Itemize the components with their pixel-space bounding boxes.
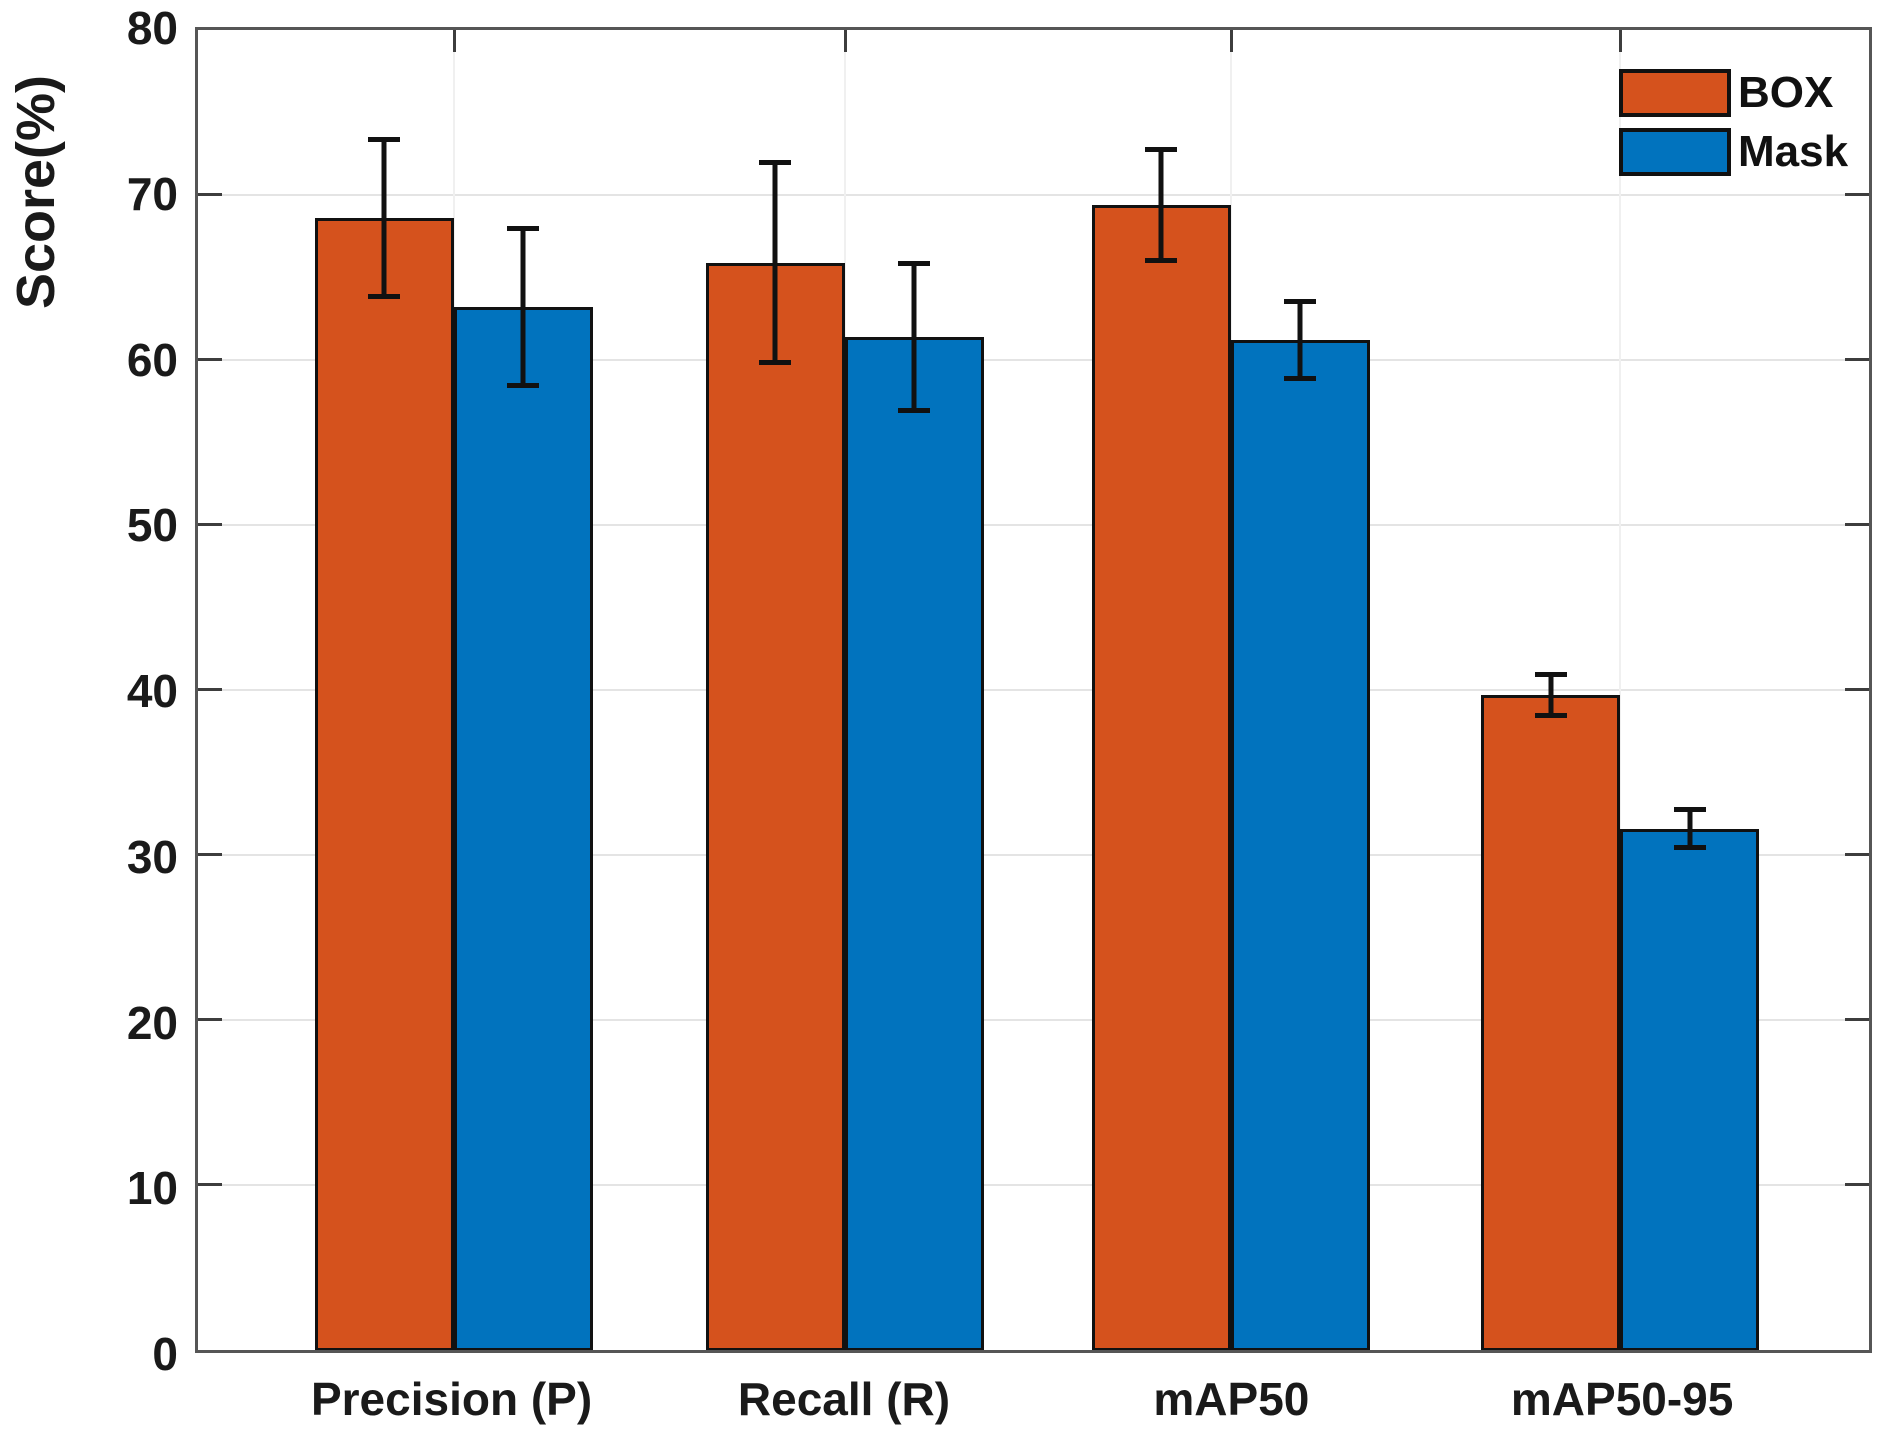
error-bar-line	[1687, 807, 1693, 851]
y-tick-mark-right	[1845, 1018, 1869, 1021]
x-tick-mark-top	[843, 30, 847, 52]
y-tick-mark-right	[1845, 523, 1869, 526]
x-gridline	[1619, 30, 1622, 1350]
error-bar-line	[381, 137, 387, 299]
bar-slot	[314, 30, 454, 1350]
x-tick-mark-top	[1229, 30, 1233, 52]
bar-slot	[705, 30, 845, 1350]
bar-slot	[1230, 30, 1370, 1350]
y-tick-label: 40	[126, 665, 178, 717]
y-tick-mark-left	[198, 193, 222, 196]
y-gridline	[198, 524, 1869, 526]
error-bar-cap-bottom	[507, 383, 540, 389]
bar-group	[314, 30, 593, 1350]
error-bar-line	[772, 160, 778, 365]
bar-mask	[1620, 828, 1760, 1350]
error-bar-line	[520, 226, 526, 389]
legend-item-mask: Mask	[1619, 128, 1848, 176]
y-tick-mark-right	[1845, 688, 1869, 691]
category-label: Recall (R)	[737, 1373, 951, 1425]
y-gridline	[198, 854, 1869, 856]
y-tick-label: 10	[126, 1162, 178, 1215]
y-gridline	[198, 1019, 1869, 1021]
y-tick-mark-left	[198, 853, 222, 856]
y-tick-label: 30	[126, 830, 178, 883]
y-tick-label: 20	[126, 996, 178, 1049]
y-gridline	[198, 194, 1869, 196]
y-tick-label: 60	[126, 333, 178, 386]
legend-swatch-box	[1619, 69, 1731, 117]
y-tick-mark-right	[1845, 193, 1869, 196]
y-tick-label: 80	[126, 2, 178, 54]
category-label: mAP50	[1153, 1373, 1310, 1425]
bar-mask	[453, 307, 593, 1350]
y-tick-mark-left	[198, 688, 222, 691]
bar-group	[1091, 30, 1370, 1350]
y-tick-mark-left	[198, 1018, 222, 1021]
error-bar-cap-bottom	[898, 407, 931, 413]
y-tick-label: 0	[152, 1328, 178, 1380]
y-tick-mark-right	[1845, 853, 1869, 856]
bar-mask	[1230, 340, 1370, 1350]
y-tick-mark-left	[198, 523, 222, 526]
error-bar-cap-top	[1534, 671, 1567, 677]
error-bar-cap-bottom	[368, 293, 401, 299]
y-gridline	[198, 689, 1869, 691]
bar-slot	[1091, 30, 1231, 1350]
category-label: Precision (P)	[310, 1373, 593, 1425]
plot-area: BOX Mask	[195, 27, 1872, 1353]
bar-box	[1091, 204, 1231, 1350]
bar-mask	[844, 336, 984, 1350]
error-bar-cap-top	[1284, 298, 1317, 304]
y-gridline	[198, 359, 1869, 361]
bar-slot	[1620, 30, 1760, 1350]
error-bar-line	[1297, 298, 1303, 382]
bar-box	[1481, 694, 1621, 1350]
error-bar-line	[1548, 671, 1554, 719]
error-bar-cap-top	[507, 226, 540, 232]
error-bar-line	[1158, 147, 1164, 263]
y-tick-label: 50	[126, 499, 178, 552]
error-bar-cap-bottom	[1145, 257, 1178, 263]
error-bar-cap-bottom	[1673, 845, 1706, 851]
y-tick-label: 70	[126, 167, 178, 220]
error-bar-line	[911, 261, 917, 413]
error-bar-cap-bottom	[759, 359, 792, 365]
category-label: mAP50-95	[1510, 1373, 1734, 1425]
legend: BOX Mask	[1619, 69, 1848, 176]
error-bar-cap-top	[898, 261, 931, 266]
y-tick-mark-right	[1845, 358, 1869, 361]
bar-slot	[844, 30, 984, 1350]
x-tick-mark-top	[1619, 30, 1623, 52]
bar-box	[314, 218, 454, 1350]
error-bar-cap-top	[368, 137, 401, 143]
bar-slot	[1481, 30, 1621, 1350]
bar-group	[705, 30, 984, 1350]
error-bar-cap-top	[1673, 807, 1706, 813]
error-bar-cap-top	[759, 160, 792, 166]
error-bar-cap-bottom	[1284, 376, 1317, 382]
bar-group	[1481, 30, 1760, 1350]
error-bar-cap-bottom	[1534, 713, 1567, 719]
y-tick-mark-left	[198, 358, 222, 361]
error-bar-cap-top	[1145, 147, 1178, 153]
y-gridline	[198, 1184, 1869, 1186]
bar-box	[705, 262, 845, 1350]
bar-slot	[453, 30, 593, 1350]
y-tick-mark-right	[1845, 1183, 1869, 1186]
y-tick-mark-left	[198, 1183, 222, 1186]
legend-item-box: BOX	[1619, 69, 1848, 117]
legend-swatch-mask	[1619, 128, 1731, 176]
legend-label: BOX	[1738, 68, 1834, 117]
legend-label: Mask	[1738, 127, 1849, 176]
x-tick-mark-top	[452, 30, 456, 52]
